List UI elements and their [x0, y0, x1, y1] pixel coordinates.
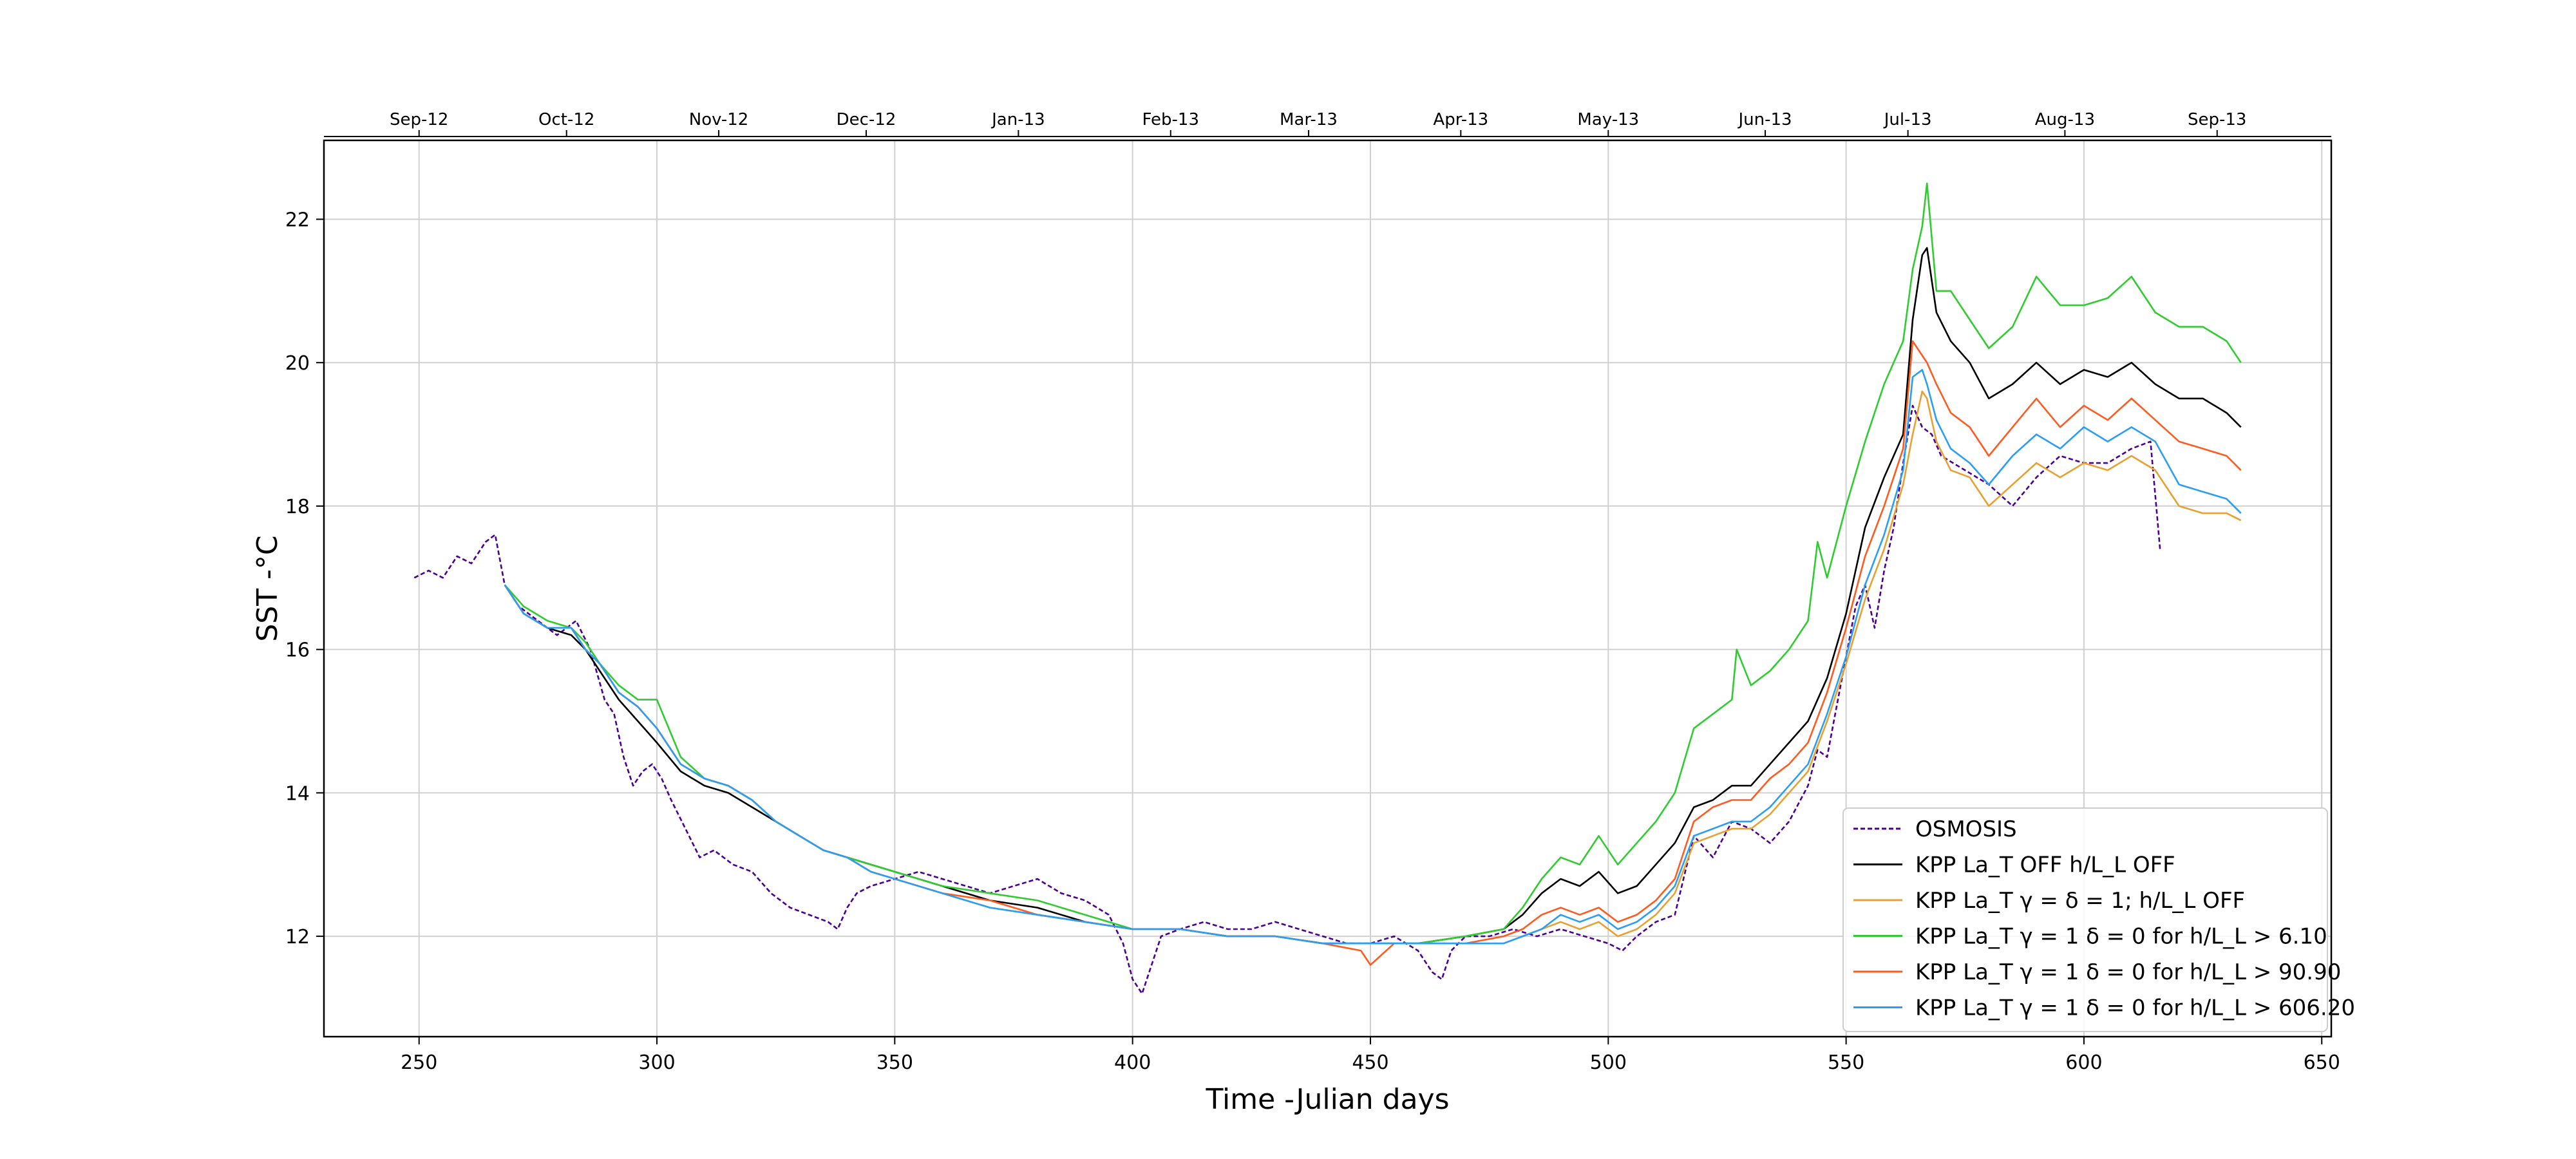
- top-axis-label: Sep-13: [2188, 110, 2246, 129]
- plot-frame: [323, 139, 2333, 1038]
- y-tick-label: 18: [285, 496, 310, 518]
- y-tick-label: 12: [285, 926, 310, 948]
- x-tick-label: 450: [1352, 1051, 1388, 1074]
- top-date-axis: Sep-12 Oct-12 Nov-12 Dec-12 Jan-13 Feb-13 Mar-…: [324, 110, 2331, 137]
- x-tick-label: 350: [876, 1051, 913, 1074]
- top-axis-label: Mar-13: [1280, 110, 1338, 129]
- legend-label: KPP La_T OFF h/L_L OFF: [1915, 853, 2175, 878]
- legend-label: OSMOSIS: [1915, 816, 2017, 842]
- x-tick-label: 600: [2065, 1051, 2102, 1074]
- top-axis-label: Jul-13: [1883, 110, 1932, 129]
- series-line-1: [504, 247, 2242, 945]
- top-axis-label: May-13: [1577, 110, 1639, 129]
- y-tick-label: 22: [285, 209, 310, 231]
- y-axis: 12 14 16 18 20 22: [285, 209, 324, 948]
- series-line-0: [413, 404, 2161, 995]
- top-axis-label: Feb-13: [1142, 110, 1200, 129]
- x-axis: 250 300 350 400 450 500 550 600 650: [401, 1037, 2340, 1074]
- top-axis-label: Nov-12: [689, 110, 749, 129]
- top-axis-label: Apr-13: [1433, 110, 1488, 129]
- y-axis-label: SST -°C: [251, 535, 284, 641]
- y-tick-label: 20: [285, 352, 310, 375]
- legend-box: [1842, 807, 2328, 1032]
- top-axis-label: Jun-13: [1737, 110, 1792, 129]
- top-axis-label: Aug-13: [2035, 110, 2095, 129]
- x-axis-label: Time -Julian days: [1206, 1083, 1450, 1116]
- x-tick-label: 500: [1590, 1051, 1627, 1074]
- x-tick-label: 250: [401, 1051, 437, 1074]
- legend-label: KPP La_T γ = 1 δ = 0 for h/L_L > 90.90: [1915, 959, 2341, 985]
- x-tick-label: 550: [1828, 1051, 1864, 1074]
- top-axis-label: Sep-12: [390, 110, 448, 129]
- data-series: [413, 182, 2242, 995]
- top-axis-label: Oct-12: [538, 110, 594, 129]
- x-tick-label: 300: [638, 1051, 675, 1074]
- legend-label: KPP La_T γ = 1 δ = 0 for h/L_L > 606.20: [1915, 995, 2355, 1021]
- x-tick-label: 650: [2304, 1051, 2340, 1074]
- top-axis-label: Jan-13: [990, 110, 1045, 129]
- legend-label: KPP La_T γ = 1 δ = 0 for h/L_L > 6.10: [1915, 924, 2327, 950]
- legend: OSMOSIS KPP La_T OFF h/L_L OFF KPP La_T γ …: [1842, 807, 2355, 1032]
- series-line-5: [504, 369, 2242, 945]
- top-axis-label: Dec-12: [837, 110, 896, 129]
- legend-label: KPP La_T γ = δ = 1; h/L_L OFF: [1915, 888, 2245, 914]
- y-tick-label: 16: [285, 639, 310, 662]
- x-tick-label: 400: [1114, 1051, 1151, 1074]
- y-tick-label: 14: [285, 782, 310, 805]
